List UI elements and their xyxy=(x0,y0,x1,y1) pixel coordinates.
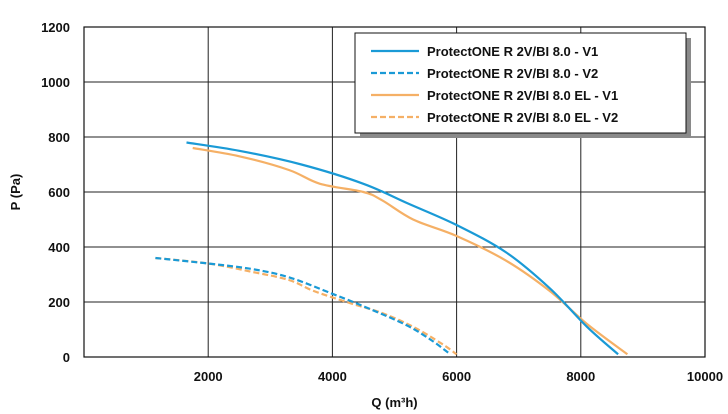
x-tick-label-1: 4000 xyxy=(318,369,347,384)
x-tick-labels: 2000 4000 6000 8000 10000 xyxy=(194,369,723,384)
y-tick-label-0: 0 xyxy=(63,350,70,365)
legend-items: ProtectONE R 2V/BI 8.0 - V1 ProtectONE R … xyxy=(371,44,618,125)
y-axis-title: P (Pa) xyxy=(8,174,23,211)
x-tick-label-0: 2000 xyxy=(194,369,223,384)
plot-frame xyxy=(83,26,706,358)
series-line-0 xyxy=(186,141,619,356)
series-line-2 xyxy=(192,146,629,356)
series-lines xyxy=(155,141,629,356)
legend-label-3: ProtectONE R 2V/BI 8.0 EL - V2 xyxy=(427,110,618,125)
legend-label-0: ProtectONE R 2V/BI 8.0 - V1 xyxy=(427,44,598,59)
y-tick-labels: 0 200 400 600 800 1000 1200 xyxy=(41,20,70,365)
x-axis-title: Q (m³h) xyxy=(371,395,417,410)
y-tick-label-5: 1000 xyxy=(41,75,70,90)
series-line-3 xyxy=(155,256,458,356)
x-tick-label-2: 6000 xyxy=(442,369,471,384)
y-tick-label-6: 1200 xyxy=(41,20,70,35)
series-line-1 xyxy=(155,256,452,356)
x-tick-label-4: 10000 xyxy=(687,369,723,384)
y-tick-label-2: 400 xyxy=(48,240,70,255)
legend: ProtectONE R 2V/BI 8.0 - V1 ProtectONE R … xyxy=(354,32,691,138)
y-tick-label-1: 200 xyxy=(48,295,70,310)
y-tick-label-4: 800 xyxy=(48,130,70,145)
legend-label-2: ProtectONE R 2V/BI 8.0 EL - V1 xyxy=(427,88,618,103)
x-tick-label-3: 8000 xyxy=(566,369,595,384)
legend-label-1: ProtectONE R 2V/BI 8.0 - V2 xyxy=(427,66,598,81)
y-tick-label-3: 600 xyxy=(48,185,70,200)
